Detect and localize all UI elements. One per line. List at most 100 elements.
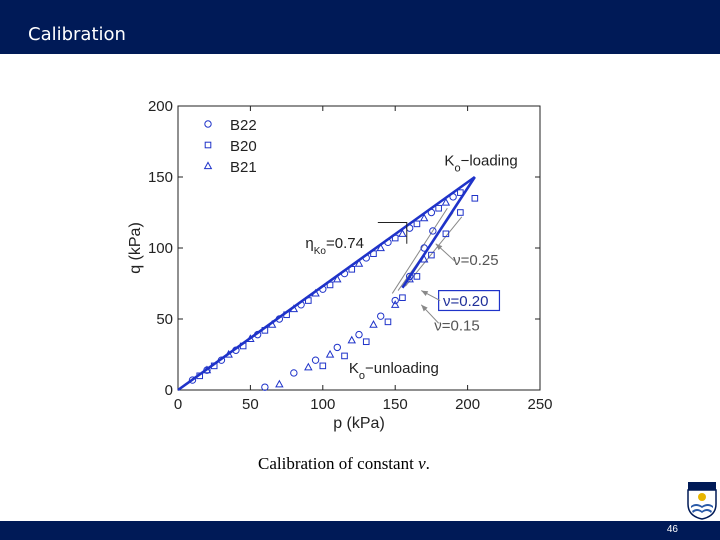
data-point-b20	[399, 294, 406, 301]
data-point-b20	[362, 338, 370, 346]
nu-015-arrow-head	[421, 304, 428, 312]
legend-marker-b21	[203, 161, 213, 170]
figure-caption: Calibration of constant ν.	[258, 454, 430, 474]
x-tick-label: 0	[174, 396, 182, 413]
y-tick-label: 0	[165, 382, 173, 399]
data-point-b22	[319, 285, 327, 293]
y-tick-label: 150	[148, 169, 173, 186]
data-point-b20	[261, 327, 269, 334]
data-point-b22	[290, 369, 298, 377]
data-point-b20	[384, 318, 392, 326]
nu-guide-line	[391, 207, 448, 294]
title-box	[0, 18, 720, 54]
nu-guide-line	[404, 216, 463, 287]
data-point-b20	[239, 342, 247, 350]
ubc-logo-icon	[687, 482, 717, 520]
legend-marker-b20	[204, 141, 212, 149]
nu-020-label: ν=0.20	[443, 293, 488, 310]
ko-loading-line	[177, 175, 476, 392]
caption-text: Calibration of constant	[258, 454, 419, 473]
data-point-b21	[202, 365, 212, 374]
y-tick-label: 200	[148, 98, 173, 115]
data-point-b21	[419, 254, 429, 263]
data-point-b20	[305, 297, 312, 304]
data-point-b20	[457, 209, 464, 216]
caption-end: .	[425, 454, 430, 473]
eta-label-part: Ko	[314, 246, 327, 257]
data-point-b21	[419, 213, 429, 222]
data-point-b22	[297, 301, 305, 309]
data-point-b22	[384, 238, 392, 247]
data-point-b20	[391, 234, 399, 242]
data-point-b22	[340, 269, 349, 278]
data-point-b20	[283, 311, 290, 319]
title-top-strip	[0, 0, 720, 18]
data-point-b20	[210, 362, 218, 370]
ko-loading-label-rest: −loading	[461, 153, 518, 170]
data-point-b22	[311, 356, 320, 364]
data-point-b22	[333, 343, 341, 352]
data-point-b21	[311, 288, 320, 297]
data-point-b20	[326, 281, 334, 289]
x-axis-label: p (kPa)	[333, 415, 385, 432]
data-point-b20	[196, 372, 204, 380]
data-point-b21	[354, 258, 364, 267]
ko-unloading-label-rest: −unloading	[365, 360, 439, 377]
data-point-b20	[471, 195, 479, 202]
x-tick-label: 200	[455, 396, 480, 413]
data-point-b21	[325, 349, 335, 358]
data-point-b21	[376, 243, 385, 252]
plot-frame	[177, 105, 541, 391]
legend-label-b20: B20	[230, 138, 257, 155]
data-point-b20	[413, 273, 421, 280]
data-point-b21	[398, 229, 407, 237]
data-point-b20	[370, 250, 377, 257]
nu-025-label: ν=0.25	[453, 252, 498, 269]
data-point-b22	[261, 383, 269, 391]
nu-025-arrow-head	[435, 243, 443, 251]
data-point-b21	[333, 274, 342, 283]
footer-bar: 46	[0, 521, 720, 540]
calibration-chart: 0 50 100 150 200 250 0 50 100 150 200 p (kPa) q (kPa…	[127, 98, 553, 432]
data-point-b21	[441, 197, 451, 206]
data-point-b21	[347, 335, 357, 344]
data-point-b20	[428, 251, 435, 259]
data-point-b22	[362, 254, 370, 262]
ko-loading-label: Ko−loading	[444, 153, 517, 175]
y-tick-label: 100	[148, 240, 173, 257]
data-point-b21	[405, 274, 414, 283]
data-point-b22	[253, 330, 262, 339]
nu-020-arrow-head	[421, 290, 429, 297]
nu-015-label: ν=0.15	[434, 317, 479, 334]
data-point-b20	[442, 230, 450, 238]
x-tick-label: 250	[527, 396, 552, 413]
data-point-b20	[348, 266, 356, 273]
legend-label-b21: B21	[230, 159, 257, 176]
ko-unloading-label-main: K	[349, 360, 359, 377]
data-point-b21	[304, 362, 313, 371]
data-point-b20	[457, 189, 464, 196]
data-point-b20	[341, 352, 348, 360]
y-tick-label: 50	[156, 311, 173, 328]
data-point-b21	[224, 349, 233, 358]
slide-title: Calibration	[28, 24, 126, 45]
eta-label: ηKo=0.74	[305, 235, 364, 257]
x-tick-label: 150	[383, 396, 408, 413]
data-point-b22	[188, 376, 197, 384]
data-point-b22	[405, 272, 414, 281]
ko-loading-label-sub: o	[454, 163, 460, 175]
page-number: 46	[666, 524, 678, 535]
data-point-b22	[232, 346, 240, 354]
data-point-b22	[429, 227, 437, 235]
data-point-b21	[289, 304, 299, 313]
slope-bracket	[377, 221, 408, 244]
y-axis-label: q (kPa)	[127, 222, 144, 274]
legend-marker-b22	[204, 120, 212, 128]
x-tick-label: 50	[242, 396, 259, 413]
ko-unloading-label: Ko−unloading	[349, 360, 439, 382]
title-bar: Calibration	[0, 0, 720, 72]
data-point-b22	[217, 356, 226, 364]
ko-unloading-label-sub: o	[359, 370, 365, 382]
caption-nu-symbol: ν	[418, 454, 426, 473]
data-point-b22	[427, 208, 436, 217]
